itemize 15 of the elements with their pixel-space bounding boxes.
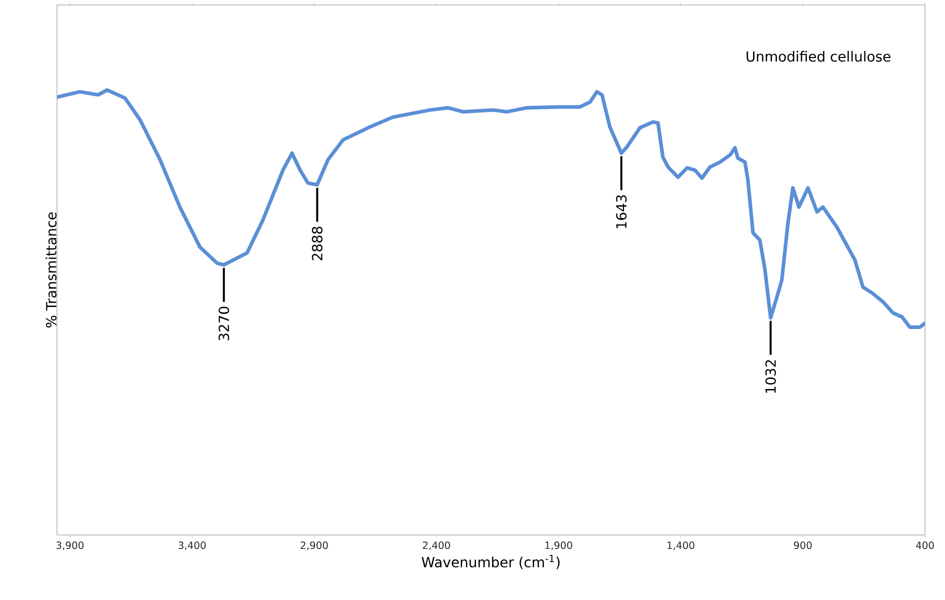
x-tick-label: 1,900 <box>545 541 572 550</box>
x-tick-label: 900 <box>794 541 812 550</box>
x-axis-title: Wavenumber (cm$^{-1}$) <box>422 554 560 570</box>
x-tick-label: 3,900 <box>56 541 84 550</box>
x-tick-label: 400 <box>916 541 934 550</box>
annotation: 2888 <box>312 226 322 260</box>
x-tick-label: 2,400 <box>422 541 450 550</box>
y-axis-title: % Transmittance <box>46 212 56 328</box>
x-tick-label: 2,900 <box>300 541 328 550</box>
annotation: 3270 <box>218 306 230 340</box>
x-tick-label: 1,400 <box>668 541 694 550</box>
x-tick-label: 3,400 <box>178 541 206 550</box>
annotation: 1643 <box>616 195 627 228</box>
chart-title: Unmodified cellulose <box>746 50 890 62</box>
annotation: 1032 <box>765 360 776 393</box>
